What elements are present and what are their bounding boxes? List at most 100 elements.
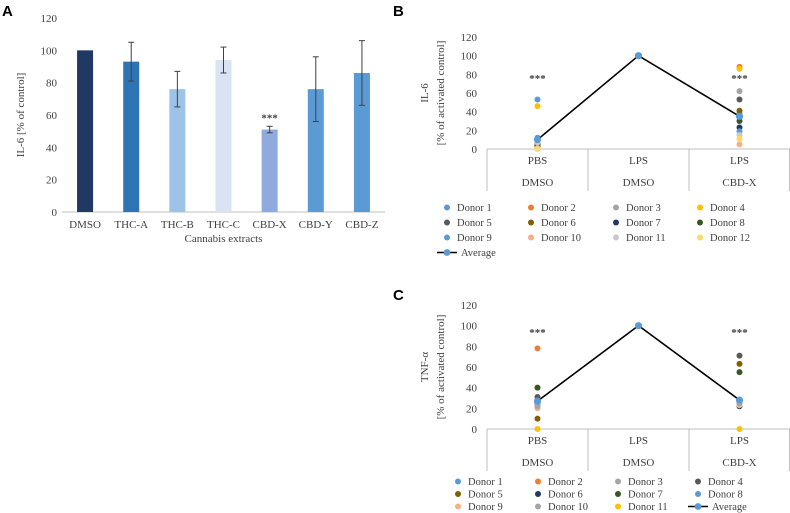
bar — [215, 60, 232, 213]
legend-marker — [697, 204, 703, 211]
x-tick-label-bottom: CBD-X — [722, 177, 756, 189]
donor-point — [534, 415, 541, 422]
legend-marker — [535, 491, 541, 497]
x-tick-label: THC-B — [161, 219, 194, 231]
x-tick-label: THC-A — [114, 219, 148, 231]
y-tick-label: 100 — [41, 45, 58, 57]
y-axis-subtitle: [% of activated control] — [435, 315, 447, 420]
donor-point — [736, 369, 743, 376]
x-tick-label-top: PBS — [528, 155, 548, 167]
donor-point — [534, 426, 541, 432]
legend-marker — [455, 503, 461, 510]
legend-label: Donor 7 — [628, 490, 663, 501]
legend-marker — [444, 219, 450, 226]
y-tick-label: 80 — [46, 78, 58, 90]
legend-marker — [615, 503, 621, 510]
legend-marker — [613, 219, 619, 226]
y-tick-label: 120 — [461, 32, 478, 44]
average-point — [533, 136, 542, 144]
legend-marker — [528, 204, 534, 211]
legend-marker — [455, 478, 461, 485]
x-tick-label-bottom: DMSO — [522, 177, 554, 189]
legend-marker — [535, 503, 541, 510]
donor-point — [736, 96, 743, 103]
y-tick-label: 120 — [461, 300, 478, 312]
x-tick-label-top: LPS — [730, 155, 749, 167]
y-tick-label: 80 — [466, 69, 478, 81]
legend-label: Donor 3 — [626, 203, 661, 214]
x-tick-label-bottom: DMSO — [623, 457, 655, 469]
legend-marker — [613, 234, 619, 241]
legend-marker — [615, 491, 621, 497]
legend-label: Donor 9 — [468, 502, 503, 513]
legend-label: Donor 11 — [626, 233, 666, 244]
legend-marker — [528, 219, 534, 226]
legend-label: Donor 12 — [710, 233, 750, 244]
average-point — [634, 52, 643, 60]
legend-average-marker — [694, 503, 702, 510]
panel-c-line-chart: 0 20 40 60 80 100 120 PBS LPS LPS DMSO DMSO CBD-X TNF… — [419, 300, 790, 513]
donor-point — [534, 96, 541, 103]
significance-annotation: *** — [529, 327, 546, 339]
significance-annotation: *** — [529, 73, 546, 85]
donor-point — [736, 360, 743, 367]
x-tick-label-bottom: CBD-X — [722, 457, 756, 469]
legend-marker — [528, 234, 534, 241]
x-tick-label: DMSO — [69, 219, 101, 231]
x-tick-label: THC-C — [207, 219, 240, 231]
y-tick-label: 20 — [46, 175, 58, 187]
y-tick-label: 20 — [466, 125, 478, 137]
y-tick-label: 80 — [466, 341, 478, 353]
donor-point — [534, 146, 541, 152]
donor-point — [736, 65, 743, 72]
bar — [261, 129, 278, 212]
legend-average-marker — [443, 249, 451, 256]
x-tick-label-top: LPS — [730, 435, 749, 447]
legend-label: Donor 8 — [710, 218, 745, 229]
x-tick-label-bottom: DMSO — [522, 457, 554, 469]
significance-annotation: *** — [261, 112, 278, 124]
y-tick-label: 0 — [52, 207, 58, 219]
legend-marker — [697, 234, 703, 241]
y-axis-title: IL-6 — [419, 83, 431, 103]
donor-point — [534, 345, 541, 352]
legend-marker — [613, 204, 619, 211]
y-axis-title: TNF-α — [419, 352, 431, 382]
x-tick-label-top: LPS — [629, 155, 648, 167]
y-tick-label: 20 — [466, 403, 478, 415]
donor-point — [534, 103, 541, 110]
legend-label: Donor 7 — [626, 218, 661, 229]
donor-point — [736, 135, 743, 142]
legend-label: Donor 1 — [468, 477, 503, 488]
legend-label: Donor 3 — [628, 477, 663, 488]
bar — [169, 89, 186, 212]
donor-point — [534, 403, 541, 410]
legend-label: Average — [712, 502, 747, 513]
y-tick-label: 120 — [41, 13, 58, 25]
x-tick-label: CBD-Z — [345, 219, 378, 231]
legend-marker — [444, 204, 450, 211]
average-point — [735, 112, 744, 120]
legend-marker — [615, 478, 621, 485]
y-tick-label: 40 — [466, 107, 478, 119]
legend-label: Average — [461, 248, 496, 259]
y-tick-label: 60 — [46, 110, 58, 122]
y-tick-label: 0 — [472, 424, 478, 436]
significance-annotation: *** — [731, 327, 748, 339]
panel-label-c: C — [393, 287, 404, 304]
x-tick-label-top: LPS — [629, 435, 648, 447]
bar — [307, 89, 324, 212]
panel-a-bar-chart: 0 20 40 60 80 100 120 DMSO THC-A THC-B THC-C CBD-X *… — [15, 13, 385, 245]
legend-marker — [697, 219, 703, 226]
legend-marker — [695, 491, 701, 497]
donor-point — [736, 141, 743, 148]
average-point — [634, 322, 643, 330]
legend-marker — [444, 234, 450, 241]
x-axis-title: Cannabis extracts — [185, 233, 263, 245]
legend-label: Donor 10 — [541, 233, 581, 244]
bar — [353, 72, 370, 212]
average-line — [537, 324, 740, 402]
legend-marker — [695, 478, 701, 485]
significance-annotation: *** — [731, 73, 748, 85]
